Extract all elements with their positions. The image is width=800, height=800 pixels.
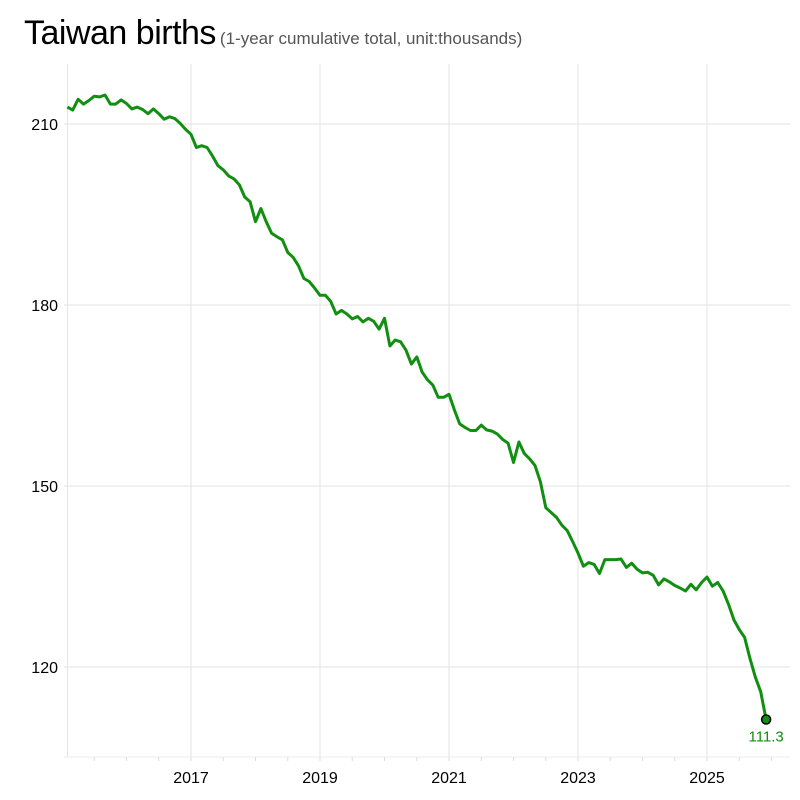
y-tick-label: 120 (31, 660, 58, 677)
y-tick-label: 180 (31, 298, 58, 315)
end-value-label: 111.3 (748, 728, 783, 745)
series-line (66, 93, 768, 720)
grid (64, 64, 790, 757)
x-tick-label: 2023 (560, 770, 596, 787)
x-tick-label: 2019 (302, 770, 338, 787)
chart-subtitle: (1-year cumulative total, unit:thousands… (219, 29, 523, 48)
chart-title: Taiwan births (1-year cumulative total, u… (24, 14, 522, 53)
y-tick-label: 150 (31, 479, 58, 496)
x-tick-label: 2017 (173, 770, 209, 787)
title-text: Taiwan births (24, 14, 216, 52)
x-tick-label: 2025 (689, 770, 725, 787)
end-point-marker (760, 714, 772, 725)
x-tick-label: 2021 (431, 770, 467, 787)
axes: 2017 2019 2021 2023 2025 120 150 180 210 (31, 117, 790, 787)
y-tick-label: 210 (31, 117, 58, 134)
marks: 111.3 (748, 714, 784, 745)
